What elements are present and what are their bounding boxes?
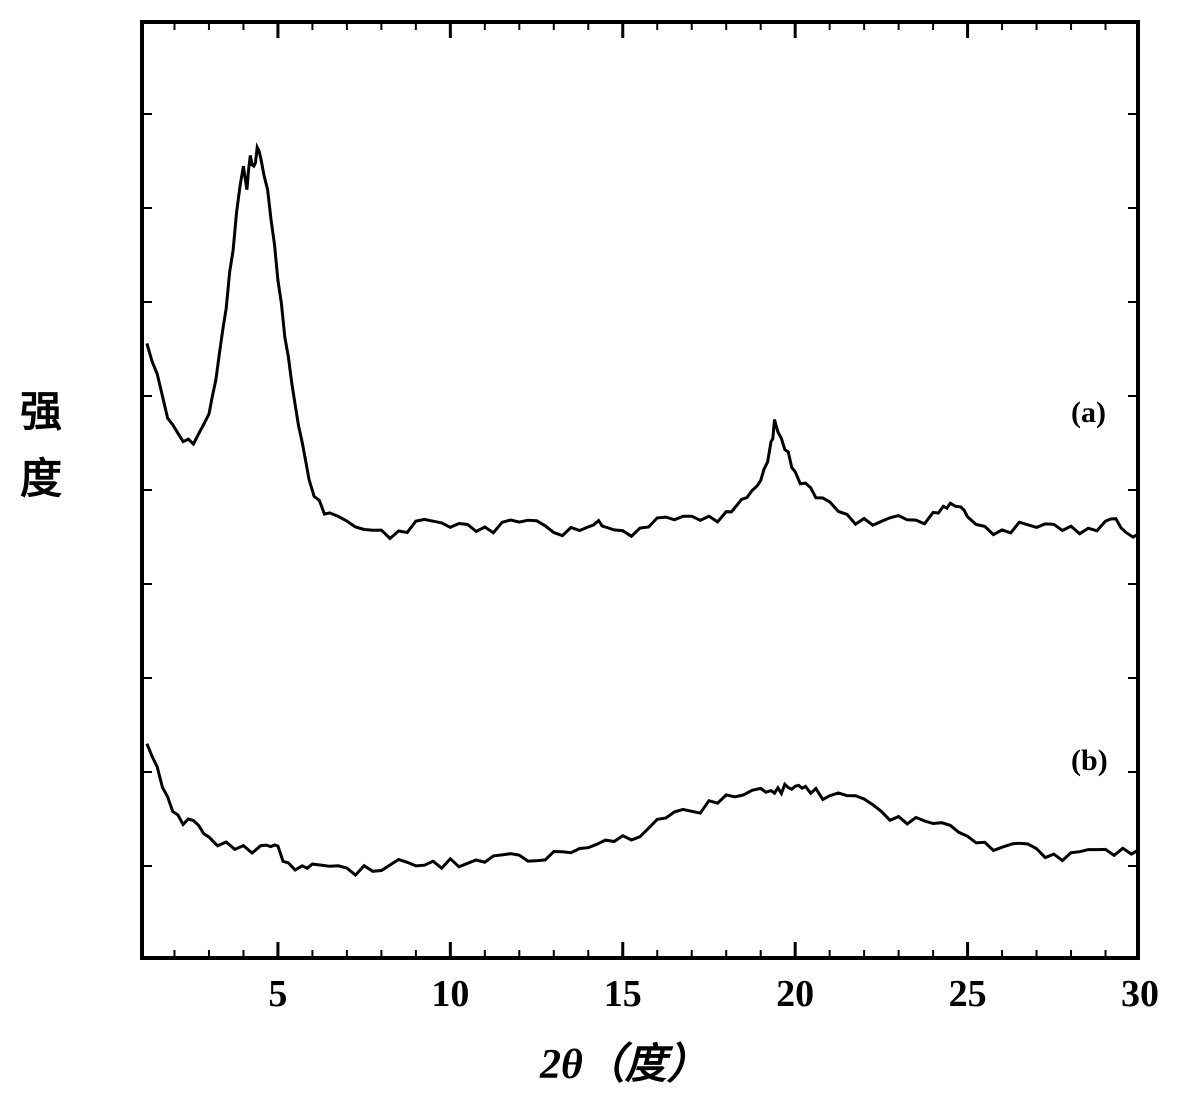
x-tick-label: 15 xyxy=(604,972,642,1016)
series-line-0 xyxy=(147,147,1140,538)
x-tick-label: 25 xyxy=(949,972,987,1016)
y-axis-label: 强 度 xyxy=(20,380,62,514)
x-tick-label: 5 xyxy=(268,972,287,1016)
x-tick-label: 10 xyxy=(431,972,469,1016)
x-tick-label: 30 xyxy=(1121,972,1159,1016)
x-axis-label: 2θ（度） xyxy=(540,1030,709,1091)
chart-container xyxy=(140,20,1140,960)
series-line-1 xyxy=(147,744,1140,875)
series-label-0: (a) xyxy=(1071,396,1106,430)
chart-svg xyxy=(140,20,1140,960)
x-tick-label: 20 xyxy=(776,972,814,1016)
series-label-1: (b) xyxy=(1071,744,1108,778)
